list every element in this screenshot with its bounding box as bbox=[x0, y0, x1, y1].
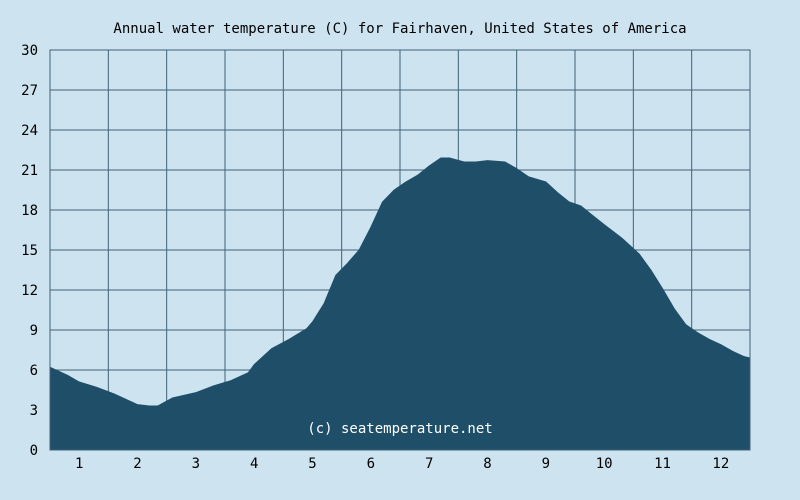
x-tick-label: 11 bbox=[654, 456, 671, 472]
x-tick-label: 3 bbox=[192, 456, 200, 472]
y-tick-label: 18 bbox=[21, 203, 38, 219]
y-tick-label: 24 bbox=[21, 123, 38, 139]
x-tick-label: 7 bbox=[425, 456, 433, 472]
y-tick-labels: 0 3 6 9 12 15 18 21 24 27 30 bbox=[21, 43, 38, 459]
y-tick-label: 21 bbox=[21, 163, 38, 179]
plot-area-border bbox=[49, 49, 751, 451]
x-tick-label: 4 bbox=[250, 456, 258, 472]
y-tick-label: 9 bbox=[30, 323, 38, 339]
y-tick-label: 6 bbox=[30, 363, 38, 379]
y-tick-label: 3 bbox=[30, 403, 38, 419]
y-tick-label: 27 bbox=[21, 83, 38, 99]
x-tick-label: 1 bbox=[75, 456, 83, 472]
x-tick-label: 12 bbox=[712, 456, 729, 472]
x-tick-label: 2 bbox=[133, 456, 141, 472]
x-tick-label: 10 bbox=[596, 456, 613, 472]
x-tick-label: 9 bbox=[542, 456, 550, 472]
water-temperature-area bbox=[49, 157, 751, 451]
y-tick-label: 12 bbox=[21, 283, 38, 299]
x-tick-label: 6 bbox=[367, 456, 375, 472]
watermark-text: (c) seatemperature.net bbox=[307, 421, 492, 437]
x-tick-label: 5 bbox=[308, 456, 316, 472]
x-tick-label: 8 bbox=[483, 456, 491, 472]
x-tick-labels: 1 2 3 4 5 6 7 8 9 10 11 12 bbox=[75, 456, 729, 472]
y-tick-label: 0 bbox=[30, 443, 38, 459]
y-tick-label: 15 bbox=[21, 243, 38, 259]
chart-title: Annual water temperature (C) for Fairhav… bbox=[113, 21, 686, 37]
y-tick-label: 30 bbox=[21, 43, 38, 59]
